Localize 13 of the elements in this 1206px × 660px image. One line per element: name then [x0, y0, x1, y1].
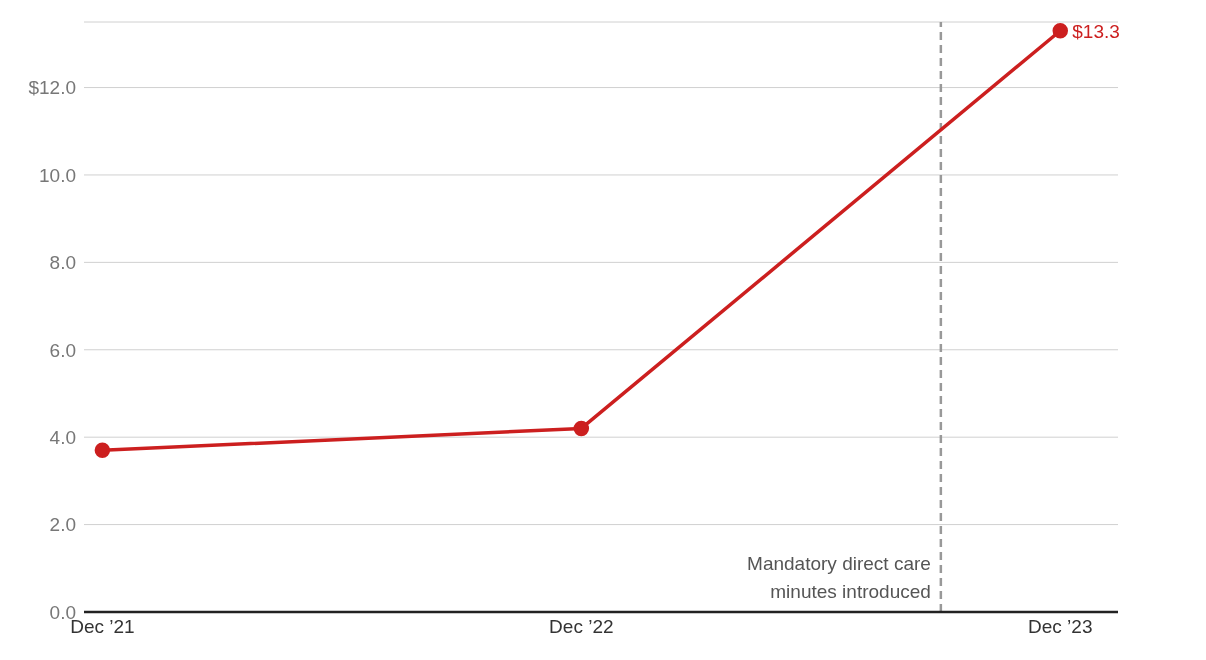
- x-tick-label: Dec ’22: [549, 616, 614, 638]
- y-tick-label: $12.0: [28, 77, 76, 99]
- y-tick-label: 4.0: [49, 426, 76, 448]
- y-tick-label: 8.0: [49, 252, 76, 274]
- ref-line-label: Mandatory direct care minutes introduced: [747, 553, 931, 602]
- point: [1052, 22, 1069, 39]
- point: [573, 420, 590, 437]
- point: [94, 442, 111, 459]
- y-tick-label: 2.0: [49, 514, 76, 536]
- y-tick-label: 10.0: [39, 164, 76, 186]
- x-tick-label: Dec ’23: [1028, 616, 1093, 638]
- data-label: $13.3: [1072, 20, 1120, 42]
- y-tick-label: 6.0: [49, 339, 76, 361]
